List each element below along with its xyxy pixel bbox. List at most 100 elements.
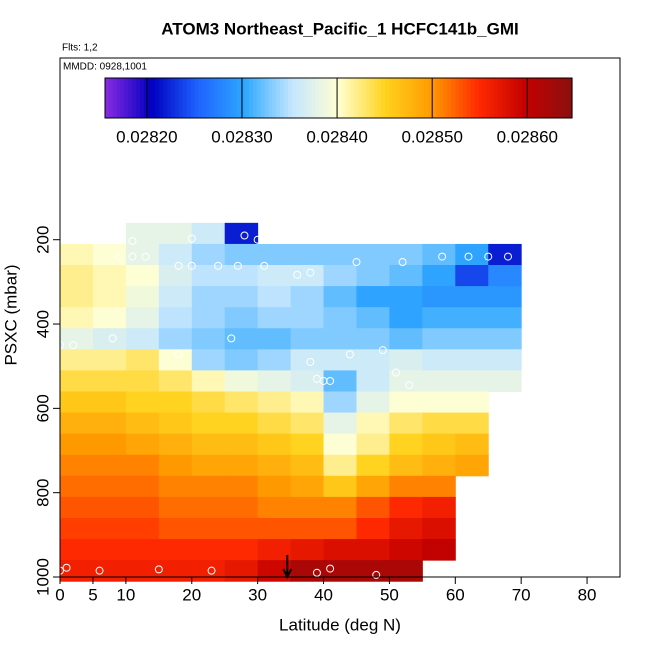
colorbar-swatch [455,78,460,118]
heatmap-cell [455,412,489,435]
colorbar-swatch [268,78,273,118]
heatmap-cell [191,496,226,519]
heatmap-cell [224,454,259,477]
heatmap-cell [455,265,489,287]
heatmap-cell [125,222,160,245]
heatmap-cell [455,243,489,266]
colorbar-swatch [377,78,382,118]
colorbar-swatch [564,78,569,118]
colorbar-swatch [330,78,336,118]
heatmap-cell [224,496,259,519]
colorbar-swatch [151,78,157,118]
heatmap-cell [323,412,357,435]
colorbar-swatch [206,78,211,118]
heatmap-cell [191,349,226,371]
heatmap-cell [125,307,160,329]
heatmap-cell [389,560,423,582]
colorbar-swatch [556,78,561,118]
annotation: MMDD: 0928,1001 [63,62,147,73]
colorbar-swatch [217,78,223,118]
colorbar-swatch [389,78,394,118]
heatmap-cell [158,475,193,498]
heatmap-cell [158,412,193,435]
flight-point [326,376,335,385]
flight-point [504,252,512,261]
heatmap-cell [125,539,160,561]
heatmap-cell [323,328,357,350]
colorbar-swatch [245,78,250,118]
colorbar-tick-label: 0.02860 [497,127,558,146]
y-tick-label: 600 [33,394,52,422]
heatmap-cell [92,454,127,477]
colorbar-swatch [315,78,320,118]
heatmap-cell [290,517,325,540]
flight-point [312,568,321,577]
heatmap-cell [60,517,94,540]
heatmap-cell [356,539,390,561]
x-tick-label: 30 [248,585,267,604]
heatmap-cell [257,243,292,266]
flight-point [378,346,387,355]
colorbar-swatch [357,78,363,118]
heatmap-cell [158,307,193,329]
flight-point [306,357,315,366]
heatmap-cell [191,391,226,414]
heatmap-cell [92,349,127,371]
colorbar-swatch [252,78,258,118]
colorbar-swatch [517,78,523,118]
colorbar-swatch [381,78,386,118]
heatmap-cell [60,243,94,266]
heatmap-cell [60,412,94,435]
heatmap-cell [92,539,127,561]
heatmap-cell [290,496,325,519]
heatmap-cell [60,539,94,561]
colorbar-swatch [361,78,367,118]
heatmap-cell [290,412,325,435]
colorbar-swatch [260,78,266,118]
y-axis-label: PSXC (mbar) [1,264,20,365]
heatmap-cell [125,560,160,582]
heatmap-cell [389,349,423,371]
colorbar-swatch [159,78,164,118]
plot-frame [59,57,621,578]
heatmap-cell [356,265,390,287]
heatmap-cell [356,433,390,456]
colorbar-swatch [280,78,285,118]
heatmap-cell [257,433,292,456]
colorbar-swatch [326,78,332,118]
heatmap-cell [158,349,193,371]
colorbar-swatch [322,78,328,118]
heatmap-cell [290,475,325,498]
heatmap-cell [224,433,259,456]
heatmap-cell [422,412,456,435]
colorbar-swatch [136,78,141,118]
colorbar-swatch [213,78,219,118]
heatmap-cell [422,539,456,561]
colorbar-swatch [202,78,207,118]
heatmap-cell [389,412,423,435]
flight-point [392,368,400,377]
flight-point [207,566,216,575]
colorbar-swatch [463,78,468,118]
colorbar-swatch [178,78,184,118]
heatmap-cell [92,370,127,392]
colorbar-swatch [486,78,491,118]
heatmap-cell [224,475,259,498]
colorbar-swatch [568,78,573,118]
subtitle: Flts: 1,2 [62,43,98,54]
heatmap-cell [60,391,94,414]
x-tick-label: 5 [88,585,97,604]
flight-point [405,381,414,390]
heatmap-cell [323,454,357,477]
colorbar-swatch [291,78,297,118]
heatmap-cell [356,286,390,308]
flight-point [464,252,473,261]
heatmap-cell [257,307,292,329]
heatmap-cell [488,307,522,329]
heatmap-cell [191,539,226,561]
heatmap-cell [224,349,259,371]
heatmap-cell [389,328,423,350]
colorbar-swatch [482,78,487,118]
